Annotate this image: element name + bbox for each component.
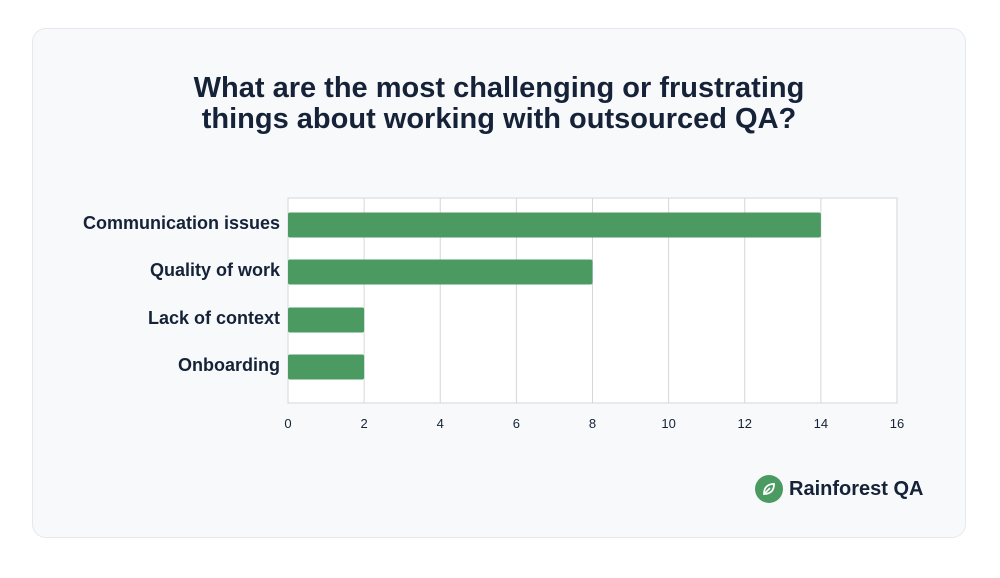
x-tick-label: 2	[361, 416, 368, 431]
leaf-icon	[755, 475, 783, 503]
bar-chart: 0 2 4 6 8 10 12 14 16 Communication issues Quality…	[83, 197, 904, 431]
x-tick-label: 6	[513, 416, 520, 431]
x-tick-label: 12	[738, 416, 752, 431]
x-tick-label: 14	[814, 416, 828, 431]
chart-title-line-1: What are the most challenging or frustra…	[193, 72, 805, 104]
x-tick-label: 10	[661, 416, 675, 431]
brand-logo[interactable]: Rainforest QA	[755, 475, 923, 503]
x-tick-label: 8	[589, 416, 596, 431]
category-label: Communication issues	[83, 213, 280, 233]
chart-card: What are the most challenging or frustra…	[32, 28, 966, 538]
chart-title: What are the most challenging or frustra…	[33, 73, 965, 135]
bar-onboarding	[288, 354, 365, 380]
x-tick-label: 16	[890, 416, 904, 431]
category-label: Quality of work	[150, 260, 281, 280]
bar-communication-issues	[288, 212, 821, 238]
x-tick-label: 0	[284, 416, 291, 431]
bar-quality-of-work	[288, 259, 593, 285]
category-label: Onboarding	[178, 355, 280, 375]
chart-title-line-2: things about working with outsourced QA?	[201, 103, 797, 135]
category-label: Lack of context	[148, 308, 280, 328]
brand-name: Rainforest QA	[789, 477, 924, 500]
bar-lack-of-context	[288, 307, 365, 333]
x-tick-label: 4	[437, 416, 444, 431]
